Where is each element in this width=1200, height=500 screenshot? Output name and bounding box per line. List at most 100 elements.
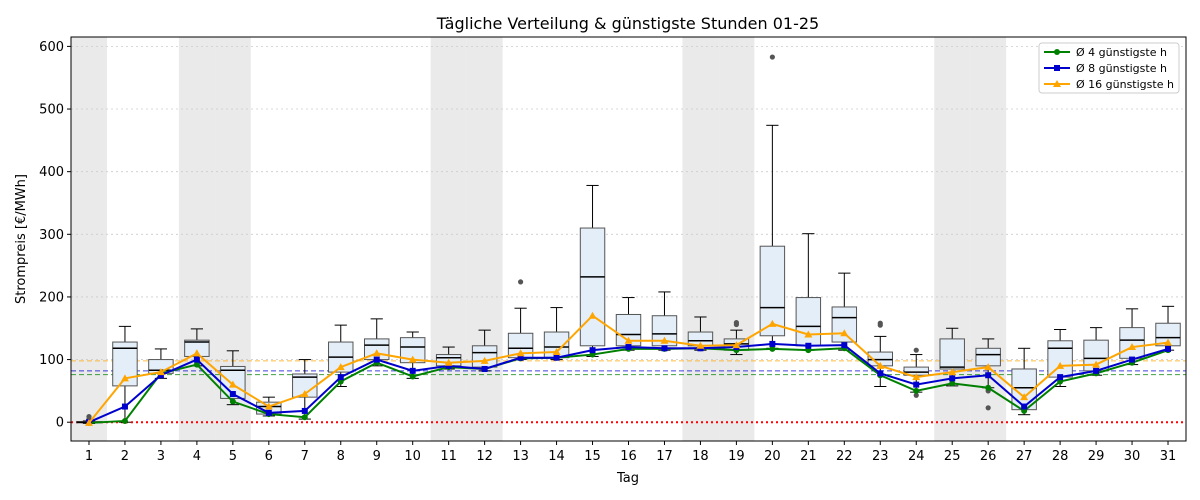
point-day-5 [229, 398, 236, 405]
y-tick-label-0: 0 [56, 416, 64, 431]
point-day-6 [264, 402, 273, 410]
point-day-2 [121, 403, 128, 410]
point-day-8 [337, 374, 344, 381]
x-tick-label-23: 23 [872, 449, 889, 464]
point-day-21 [805, 342, 812, 349]
box-day-22 [831, 272, 858, 351]
box-day-31 [1155, 305, 1181, 351]
point-day-11 [444, 358, 453, 366]
legend-marker [1054, 49, 1060, 55]
x-tick-label-4: 4 [193, 449, 201, 464]
box-day-13 [507, 279, 534, 361]
legend-label: Ø 16 günstigste h [1076, 78, 1174, 91]
weekend-band-19 [718, 37, 755, 441]
legend: Ø 4 günstigste h Ø 8 günstigste h Ø 16 gün… [1038, 42, 1180, 94]
y-axis-label: Strompreis [€/MWh] [14, 174, 29, 304]
point-day-2 [121, 417, 128, 424]
x-tick-label-21: 21 [800, 449, 817, 464]
point-day-31 [1164, 338, 1173, 346]
box-iqr [579, 227, 606, 347]
x-tick-label-27: 27 [1016, 449, 1033, 464]
x-tick-label-18: 18 [692, 449, 709, 464]
point-day-19 [732, 341, 741, 349]
point-day-4 [193, 361, 200, 368]
y-tick-label-400: 400 [39, 165, 64, 180]
legend-label: Ø 4 günstigste h [1076, 46, 1167, 59]
point-day-7 [300, 390, 309, 398]
point-day-31 [1165, 345, 1172, 352]
x-tick-label-11: 11 [440, 449, 457, 464]
x-tick-label-30: 30 [1124, 449, 1141, 464]
x-tick-label-15: 15 [584, 449, 601, 464]
box-iqr [939, 338, 965, 370]
box-iqr [831, 306, 858, 343]
point-day-30 [1129, 356, 1136, 363]
point-day-25 [948, 368, 957, 376]
point-day-4 [192, 349, 201, 357]
x-tick-label-29: 29 [1088, 449, 1105, 464]
point-day-6 [265, 409, 272, 416]
x-tick-label-16: 16 [620, 449, 637, 464]
box-iqr [1047, 340, 1073, 378]
point-day-1 [84, 418, 93, 426]
point-day-29 [1093, 367, 1100, 374]
x-tick-label-10: 10 [404, 449, 421, 464]
box-day-26 [975, 338, 1001, 411]
x-tick-label-22: 22 [836, 449, 853, 464]
box-iqr [1155, 322, 1181, 347]
point-day-29 [1092, 360, 1101, 368]
chart-title: Tägliche Verteilung & günstigste Stunden… [436, 14, 819, 33]
point-day-26 [985, 384, 992, 391]
point-day-25 [949, 380, 956, 387]
point-day-25 [949, 375, 956, 382]
weekend-band-4 [178, 37, 215, 441]
y-tick-label-300: 300 [39, 228, 64, 243]
point-day-11 [445, 362, 452, 369]
x-tick-label-13: 13 [512, 449, 529, 464]
series-layer [84, 311, 1173, 426]
point-day-21 [804, 330, 813, 338]
point-day-26 [984, 363, 993, 371]
point-day-26 [985, 372, 992, 379]
x-tick-label-3: 3 [157, 449, 165, 464]
outlier-0 [913, 347, 919, 353]
point-day-7 [301, 407, 308, 414]
legend-marker [1053, 80, 1061, 87]
x-tick-label-20: 20 [764, 449, 781, 464]
series-3 [84, 311, 1173, 426]
x-tick-label-5: 5 [229, 449, 237, 464]
point-day-27 [1021, 403, 1028, 410]
point-day-13 [517, 354, 524, 361]
outlier-1 [877, 322, 883, 328]
x-tick-label-31: 31 [1160, 449, 1177, 464]
y-tick-label-500: 500 [39, 103, 64, 118]
box-day-15 [579, 184, 606, 357]
point-day-13 [516, 349, 525, 357]
point-day-24 [913, 381, 920, 388]
outlier-1 [913, 392, 919, 398]
x-tick-label-24: 24 [908, 449, 925, 464]
x-tick-label-8: 8 [337, 449, 345, 464]
box-iqr [184, 339, 210, 357]
legend-entry-2: Ø 8 günstigste h [1044, 62, 1167, 75]
point-day-8 [336, 363, 345, 371]
outlier-1 [985, 405, 991, 411]
x-tick-label-12: 12 [476, 449, 493, 464]
point-day-12 [480, 356, 489, 364]
point-day-23 [877, 370, 884, 377]
legend-entry-3: Ø 16 günstigste h [1044, 78, 1174, 91]
legend-entry-1: Ø 4 günstigste h [1044, 46, 1167, 59]
point-day-22 [840, 329, 849, 337]
x-axis-label: Tag [616, 471, 639, 486]
x-tick-label-7: 7 [301, 449, 309, 464]
outlier-1 [733, 321, 740, 328]
point-day-14 [553, 354, 560, 361]
legend-marker [1054, 65, 1060, 71]
legend-frame [1038, 42, 1180, 94]
outlier-0 [517, 279, 524, 285]
point-day-30 [1128, 343, 1137, 351]
point-day-17 [661, 345, 668, 352]
outlier-0 [769, 54, 775, 60]
